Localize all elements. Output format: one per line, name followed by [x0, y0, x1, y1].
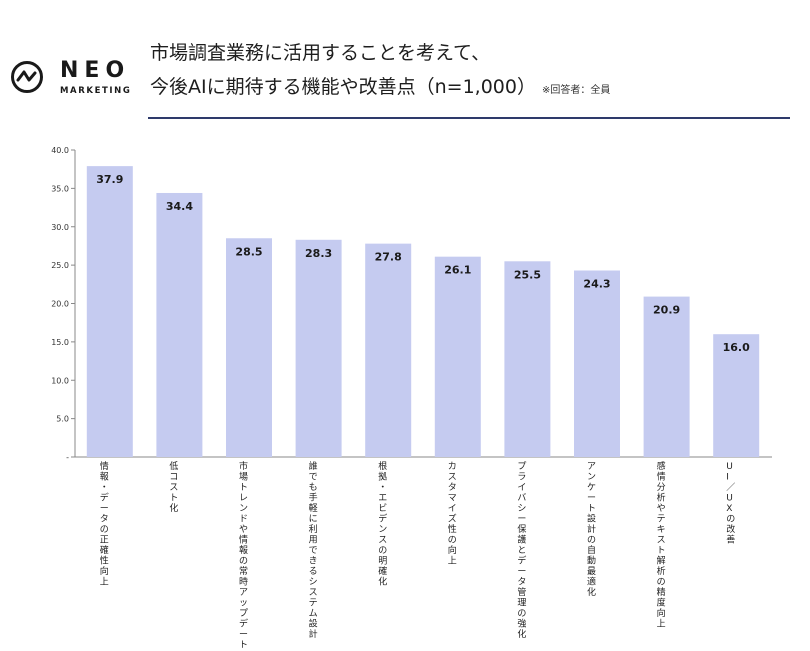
title-line-2-text: 今後AIに期待する機能や改善点（n=1,000）: [150, 76, 536, 98]
bar-chart: - 5.0 10.0 15.0 20.0 25.0 30.0 35.0 40.0 37.9 情報・デ…: [51, 146, 772, 650]
bar: [365, 243, 412, 457]
y-tick-label: 30.0: [51, 223, 69, 232]
x-category-label: 誰でも手軽に利用できるシステム設計: [309, 460, 318, 640]
x-category-label: U I ／ U X の改善: [726, 462, 735, 546]
x-category-label: 感情分析やテキスト解析の精度向上: [657, 460, 666, 630]
bar: [434, 256, 481, 457]
data-label: 25.5: [514, 268, 541, 281]
x-category-label: 市場トレンドや情報の常時アップデート: [239, 460, 248, 650]
y-tick-label: 35.0: [51, 184, 69, 193]
title-divider: [148, 117, 790, 119]
respondent-note: ※回答者：全員: [541, 85, 611, 96]
brand-logo: NEO MARKETING: [10, 58, 135, 102]
x-category-label: 根拠・エビデンスの明確化: [378, 460, 387, 588]
data-label: 37.9: [96, 173, 123, 186]
chart-title: 市場調査業務に活用することを考えて、 今後AIに期待する機能や改善点（n=1,0…: [150, 36, 800, 108]
x-category-label: 低コスト化: [169, 460, 178, 514]
bar: [86, 166, 133, 457]
bar: [574, 270, 620, 457]
title-line-1: 市場調査業務に活用することを考えて、: [150, 42, 491, 64]
logo-pulse-icon: [11, 61, 43, 93]
brand-sub: MARKETING: [60, 86, 132, 96]
data-label: 28.5: [235, 245, 262, 258]
x-category-label: プライバシー保護とデータ管理の強化: [517, 461, 526, 640]
y-tick-label: -: [66, 453, 69, 462]
data-label: 34.4: [166, 200, 193, 213]
bar: [504, 261, 551, 457]
bar: [226, 238, 272, 457]
bar: [295, 239, 342, 457]
data-label: 27.8: [375, 251, 402, 264]
bar: [713, 334, 760, 457]
y-tick-label: 40.0: [51, 146, 69, 155]
data-label: 16.0: [723, 341, 750, 354]
bar: [156, 192, 203, 458]
x-category-label: カスタマイズ性の向上: [448, 461, 457, 567]
y-tick-label: 25.0: [51, 261, 69, 270]
data-label: 20.9: [653, 304, 680, 317]
x-category-label: アンケート設計の自動最適化: [587, 462, 596, 598]
title-line-2: 今後AIに期待する機能や改善点（n=1,000） ※回答者：全員: [150, 70, 800, 108]
bar: [643, 296, 690, 457]
y-tick-label: 15.0: [51, 338, 69, 347]
brand-name: NEO: [60, 58, 131, 83]
data-label: 24.3: [583, 277, 610, 290]
y-tick-label: 5.0: [56, 415, 69, 424]
y-tick-label: 20.0: [51, 300, 69, 309]
data-label: 28.3: [305, 247, 332, 260]
data-label: 26.1: [444, 264, 471, 277]
x-category-label: 情報・データの正確性向上: [100, 460, 109, 588]
y-tick-label: 10.0: [51, 376, 69, 385]
